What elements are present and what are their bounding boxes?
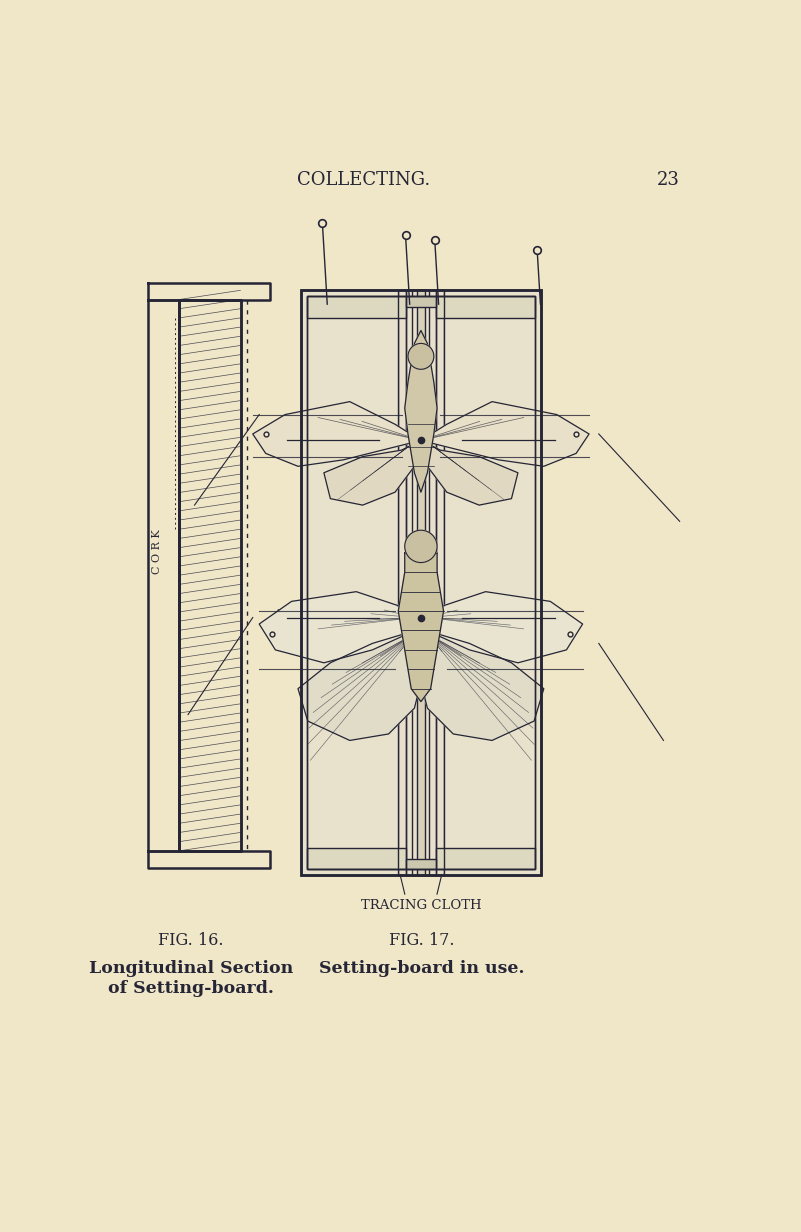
Polygon shape: [421, 440, 518, 505]
Bar: [307, 297, 405, 318]
Bar: [413, 291, 429, 876]
Bar: [301, 291, 541, 876]
Bar: [307, 297, 535, 870]
Bar: [405, 291, 437, 876]
Text: of Setting-board.: of Setting-board.: [108, 981, 274, 997]
Bar: [405, 859, 437, 870]
Circle shape: [408, 344, 434, 370]
Bar: [301, 291, 398, 876]
Text: FIG. 17.: FIG. 17.: [389, 931, 454, 949]
Text: A: A: [271, 609, 284, 627]
Polygon shape: [421, 591, 582, 663]
Polygon shape: [298, 631, 421, 740]
Text: TRACING CLOTH: TRACING CLOTH: [360, 898, 481, 912]
Text: COLLECTING.: COLLECTING.: [297, 171, 431, 190]
Polygon shape: [421, 402, 589, 466]
Bar: [301, 291, 541, 876]
Polygon shape: [324, 440, 421, 505]
Bar: [307, 297, 535, 870]
Text: 23: 23: [657, 171, 679, 190]
Text: FIG. 16.: FIG. 16.: [158, 931, 223, 949]
Bar: [437, 297, 535, 318]
Bar: [398, 291, 444, 876]
Text: A: A: [271, 431, 284, 450]
Text: Longitudinal Section: Longitudinal Section: [89, 960, 293, 977]
Text: Setting-board in use.: Setting-board in use.: [319, 960, 525, 977]
Bar: [405, 297, 437, 307]
Polygon shape: [398, 553, 444, 702]
Text: C O R K: C O R K: [152, 530, 162, 574]
Polygon shape: [253, 402, 421, 466]
Polygon shape: [421, 631, 544, 740]
Polygon shape: [260, 591, 421, 663]
Bar: [417, 291, 425, 876]
Bar: [307, 848, 405, 870]
Polygon shape: [405, 330, 437, 492]
Bar: [437, 848, 535, 870]
Bar: [444, 291, 541, 876]
Bar: [301, 291, 541, 876]
Circle shape: [405, 530, 437, 563]
